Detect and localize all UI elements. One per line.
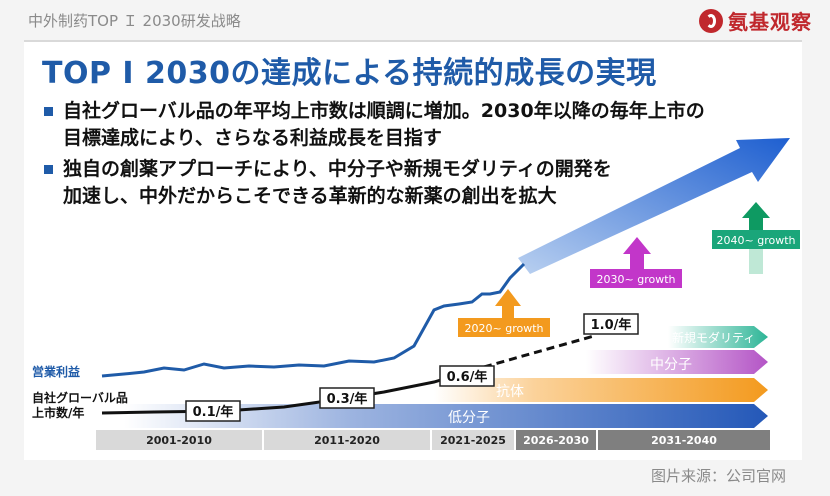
growth-2040-box bbox=[712, 230, 800, 249]
rate-label: 0.3/年 bbox=[327, 391, 368, 407]
image-source: 图片来源：公司官网 bbox=[650, 467, 786, 485]
growth-2040-label: 2040~ growth bbox=[717, 234, 796, 247]
band-middle-molecule bbox=[586, 350, 768, 374]
rate-label: 0.1/年 bbox=[193, 404, 234, 420]
bullet-line: 独自の創薬アプローチにより、中分子や新規モダリティの開発を bbox=[63, 158, 612, 180]
band-label-middle-molecule: 中分子 bbox=[650, 357, 692, 373]
brand-logo: 氨基观察 bbox=[699, 6, 812, 35]
slide: TOP I 2030の達成による持続的成長の実現 自社グローバル品の年平均上市数… bbox=[24, 40, 802, 460]
launches-projection-line bbox=[483, 334, 595, 369]
period-label: 2026-2030 bbox=[523, 434, 589, 447]
growth-2020-arrow bbox=[495, 289, 521, 318]
period-cell bbox=[432, 430, 514, 450]
band-label-new-modality: 新規モダリティ bbox=[672, 330, 755, 345]
growth-2030-box bbox=[590, 269, 682, 288]
bullet-list: 自社グローバル品の年平均上市数は順調に増加。2030年以降の毎年上市の 目標達成… bbox=[44, 98, 804, 214]
period-label: 2001-2010 bbox=[146, 434, 212, 447]
band-label-small-molecule: 低分子 bbox=[448, 410, 490, 426]
launches-label-line2: 上市数/年 bbox=[32, 405, 84, 420]
bullet-line: 自社グローバル品の年平均上市数は順調に増加。2030年以降の毎年上市の bbox=[63, 100, 705, 122]
profit-line bbox=[101, 262, 526, 378]
bullet-line: 目標達成により、さらなる利益成長を目指す bbox=[63, 127, 442, 149]
period-cell-future bbox=[598, 430, 770, 450]
period-cell bbox=[96, 430, 262, 450]
bullet-square-icon bbox=[44, 165, 53, 174]
growth-2040-tail bbox=[749, 249, 763, 274]
growth-2020-label: 2020~ growth bbox=[465, 322, 544, 335]
period-label: 2031-2040 bbox=[651, 434, 717, 447]
growth-chart: 新規モダリティ 中分子 抗体 低分子 営業利益 自社グローバル品 上市数/年 0… bbox=[32, 138, 800, 450]
band-antibody bbox=[434, 378, 768, 402]
band-label-antibody: 抗体 bbox=[496, 384, 524, 400]
rate-box bbox=[319, 387, 375, 409]
band-new-modality bbox=[668, 326, 768, 348]
bullet-item: 自社グローバル品の年平均上市数は順調に増加。2030年以降の毎年上市の 目標達成… bbox=[44, 98, 804, 152]
profit-label: 営業利益 bbox=[32, 364, 80, 379]
rate-box bbox=[185, 400, 241, 422]
big-growth-arrow bbox=[518, 138, 790, 274]
rate-box bbox=[439, 365, 495, 387]
rate-label: 0.6/年 bbox=[447, 369, 488, 385]
bullet-line: 加速し、中外だからこそできる革新的な新薬の創出を拡大 bbox=[63, 185, 557, 207]
rate-label: 1.0/年 bbox=[591, 317, 632, 333]
logo-text: 氨基观察 bbox=[728, 10, 812, 34]
rate-box bbox=[583, 313, 639, 335]
period-label: 2021-2025 bbox=[440, 434, 506, 447]
slide-title: TOP I 2030の達成による持続的成長の実現 bbox=[42, 56, 657, 91]
launches-label-line1: 自社グローバル品 bbox=[32, 390, 128, 405]
period-label: 2011-2020 bbox=[314, 434, 380, 447]
band-small-molecule bbox=[124, 404, 768, 428]
launches-line bbox=[101, 365, 485, 415]
logo-mark-icon bbox=[699, 8, 723, 33]
breadcrumb: 中外制药TOP Ｉ 2030研发战略 bbox=[28, 12, 241, 30]
growth-2030-label: 2030~ growth bbox=[597, 273, 676, 286]
bullet-item: 独自の創薬アプローチにより、中分子や新規モダリティの開発を 加速し、中外だからこ… bbox=[44, 156, 804, 210]
growth-2030-arrow bbox=[623, 237, 651, 269]
period-cell bbox=[264, 430, 430, 450]
growth-2020-box bbox=[458, 318, 550, 337]
bullet-square-icon bbox=[44, 107, 53, 116]
top-bar: 中外制药TOP Ｉ 2030研发战略 氨基观察 bbox=[0, 0, 830, 40]
period-cell-future bbox=[516, 430, 596, 450]
growth-2040-arrow bbox=[742, 202, 770, 230]
